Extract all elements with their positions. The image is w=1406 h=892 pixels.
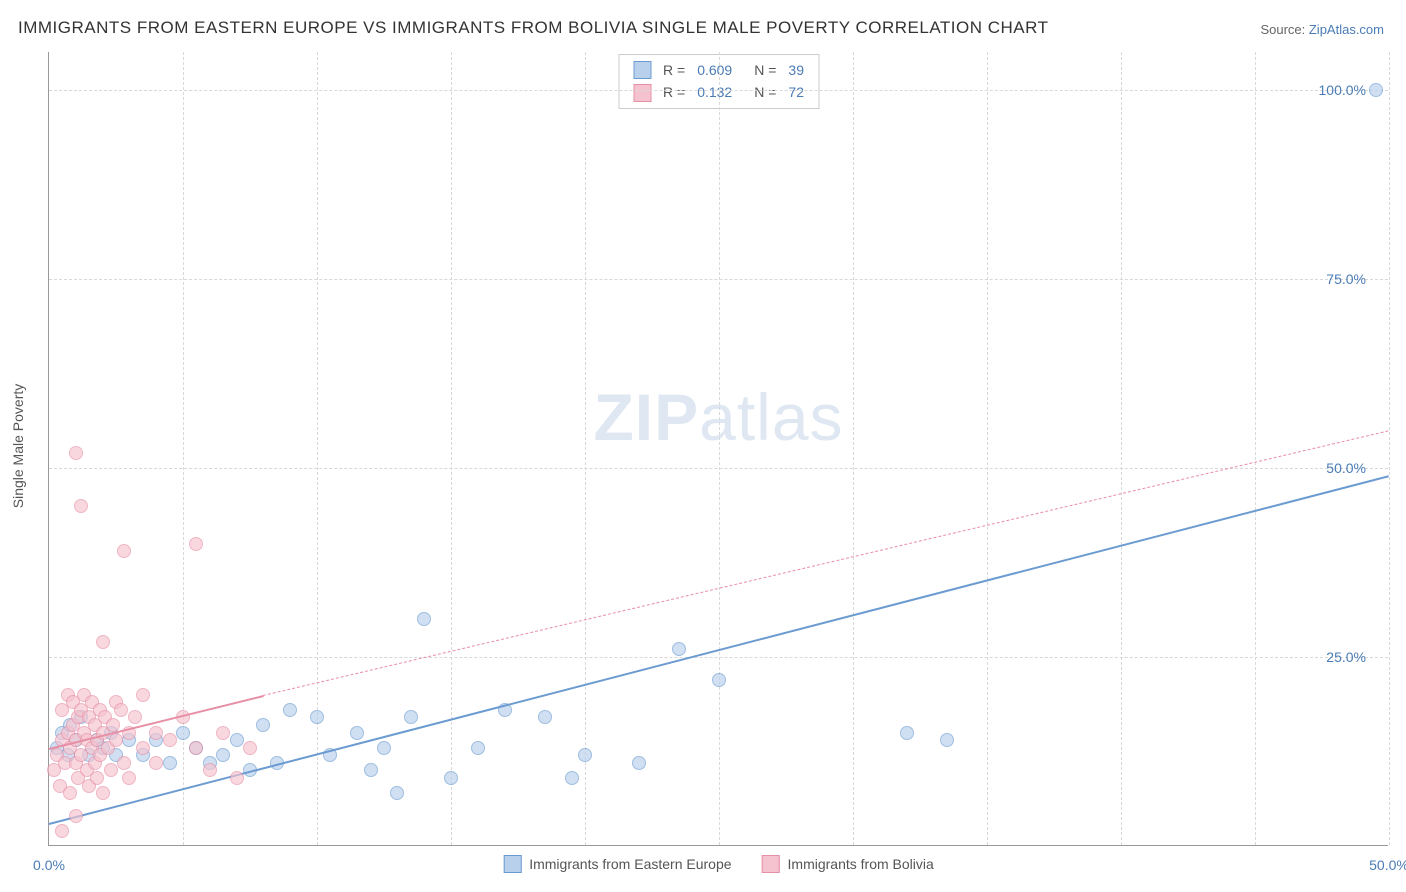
- source-link[interactable]: ZipAtlas.com: [1309, 22, 1384, 37]
- data-point: [350, 726, 364, 740]
- gridline-vertical: [1255, 52, 1256, 845]
- gridline-vertical: [1121, 52, 1122, 845]
- legend-swatch: [633, 61, 651, 79]
- data-point: [672, 642, 686, 656]
- data-point: [104, 763, 118, 777]
- watermark-rest: atlas: [699, 380, 843, 454]
- legend-series-label: Immigrants from Eastern Europe: [529, 856, 731, 872]
- gridline-vertical: [451, 52, 452, 845]
- gridline-vertical: [719, 52, 720, 845]
- x-tick-label: 50.0%: [1369, 857, 1406, 873]
- data-point: [203, 763, 217, 777]
- data-point: [69, 446, 83, 460]
- data-point: [96, 786, 110, 800]
- data-point: [565, 771, 579, 785]
- source-prefix: Source:: [1260, 22, 1308, 37]
- gridline-vertical: [1389, 52, 1390, 845]
- data-point: [122, 771, 136, 785]
- x-tick-label: 0.0%: [33, 857, 65, 873]
- data-point: [63, 786, 77, 800]
- data-point: [230, 771, 244, 785]
- y-tick-label: 50.0%: [1326, 460, 1366, 476]
- y-tick-label: 25.0%: [1326, 649, 1366, 665]
- legend-series-label: Immigrants from Bolivia: [788, 856, 934, 872]
- gridline-vertical: [853, 52, 854, 845]
- y-tick-label: 75.0%: [1326, 271, 1366, 287]
- y-axis-label: Single Male Poverty: [10, 384, 26, 509]
- gridline-vertical: [987, 52, 988, 845]
- data-point: [149, 756, 163, 770]
- gridline-vertical: [317, 52, 318, 845]
- chart-title: IMMIGRANTS FROM EASTERN EUROPE VS IMMIGR…: [18, 18, 1049, 38]
- data-point: [117, 756, 131, 770]
- legend-series-item: Immigrants from Bolivia: [762, 855, 934, 873]
- data-point: [444, 771, 458, 785]
- n-label: N =: [754, 81, 776, 103]
- r-value: 0.132: [697, 81, 732, 103]
- data-point: [538, 710, 552, 724]
- data-point: [940, 733, 954, 747]
- data-point: [55, 824, 69, 838]
- r-label: R =: [663, 81, 685, 103]
- data-point: [377, 741, 391, 755]
- data-point: [136, 688, 150, 702]
- data-point: [404, 710, 418, 724]
- plot-area: ZIPatlas R =0.609N =39R =0.132N =72 Immi…: [48, 52, 1388, 846]
- source-citation: Source: ZipAtlas.com: [1260, 22, 1384, 37]
- data-point: [114, 703, 128, 717]
- data-point: [230, 733, 244, 747]
- data-point: [256, 718, 270, 732]
- data-point: [163, 733, 177, 747]
- data-point: [712, 673, 726, 687]
- trend-line: [263, 430, 1389, 696]
- data-point: [243, 741, 257, 755]
- y-tick-label: 100.0%: [1319, 82, 1366, 98]
- data-point: [189, 537, 203, 551]
- data-point: [74, 499, 88, 513]
- data-point: [1369, 83, 1383, 97]
- data-point: [117, 544, 131, 558]
- data-point: [176, 726, 190, 740]
- data-point: [632, 756, 646, 770]
- data-point: [189, 741, 203, 755]
- n-value: 39: [788, 59, 804, 81]
- r-label: R =: [663, 59, 685, 81]
- data-point: [128, 710, 142, 724]
- data-point: [109, 733, 123, 747]
- data-point: [900, 726, 914, 740]
- data-point: [216, 748, 230, 762]
- data-point: [90, 771, 104, 785]
- data-point: [578, 748, 592, 762]
- data-point: [310, 710, 324, 724]
- legend-series-item: Immigrants from Eastern Europe: [503, 855, 731, 873]
- legend-swatch: [762, 855, 780, 873]
- data-point: [417, 612, 431, 626]
- n-label: N =: [754, 59, 776, 81]
- data-point: [149, 726, 163, 740]
- legend-swatch: [503, 855, 521, 873]
- data-point: [216, 726, 230, 740]
- gridline-vertical: [585, 52, 586, 845]
- n-value: 72: [788, 81, 804, 103]
- data-point: [390, 786, 404, 800]
- data-point: [69, 809, 83, 823]
- legend-series: Immigrants from Eastern Europe Immigrants…: [503, 855, 934, 873]
- data-point: [471, 741, 485, 755]
- data-point: [96, 635, 110, 649]
- data-point: [283, 703, 297, 717]
- legend-swatch: [633, 84, 651, 102]
- data-point: [163, 756, 177, 770]
- data-point: [136, 741, 150, 755]
- data-point: [364, 763, 378, 777]
- r-value: 0.609: [697, 59, 732, 81]
- watermark-bold: ZIP: [593, 380, 699, 454]
